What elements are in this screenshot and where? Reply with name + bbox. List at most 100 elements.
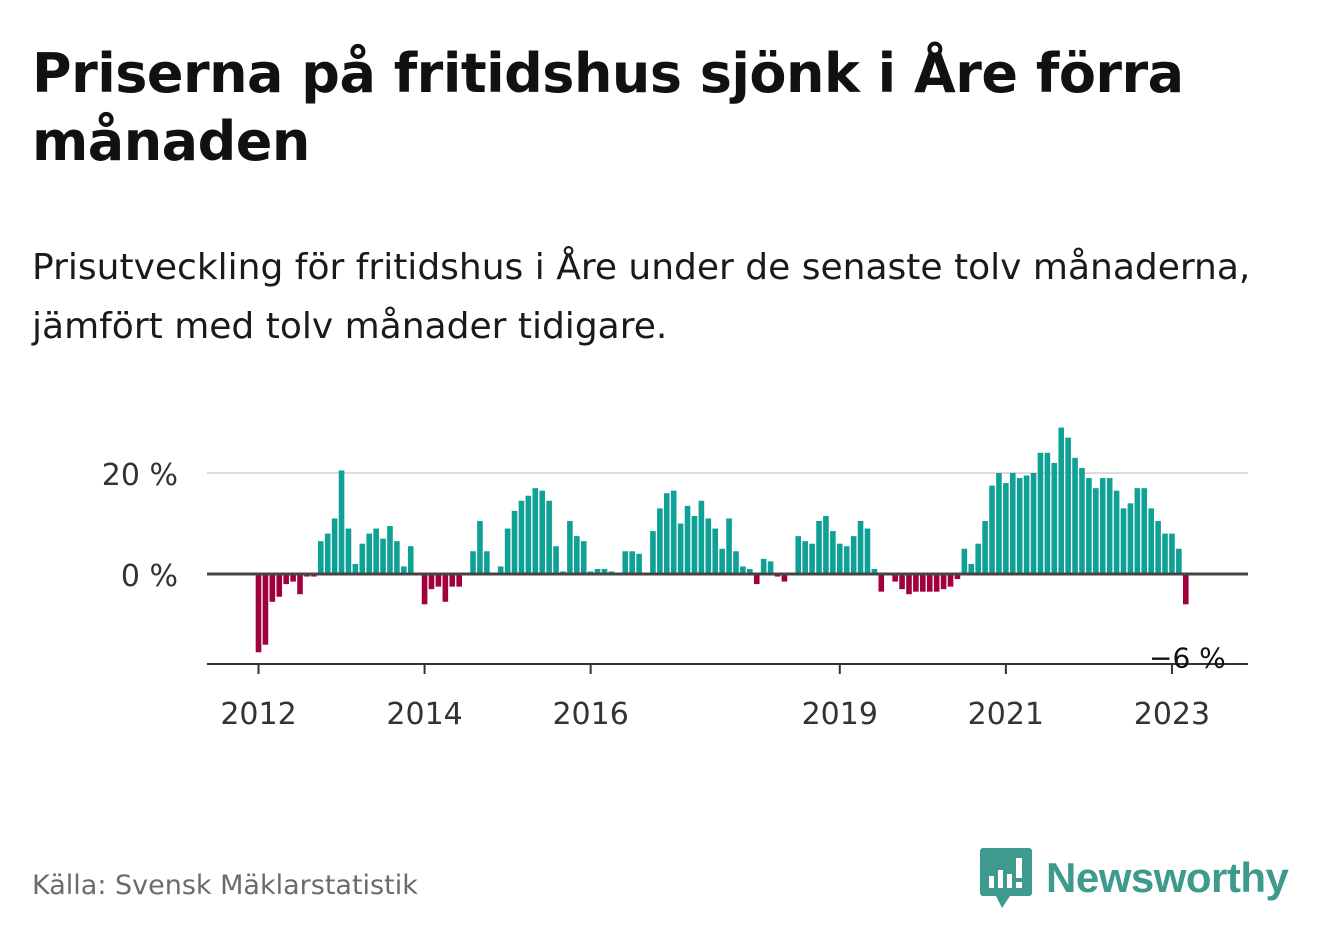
bar bbox=[1072, 457, 1078, 574]
price-change-bar-chart: 0 % 20 % 2012 2014 2016 2019 2021 2023 −6 % bbox=[102, 427, 1248, 732]
bar bbox=[1058, 427, 1065, 574]
y-tick-label: 20 % bbox=[102, 458, 178, 493]
chart-title: Priserna på fritidshus sjönk i Åre förra… bbox=[32, 42, 1184, 173]
bar bbox=[574, 536, 580, 574]
bar bbox=[456, 574, 462, 587]
bar bbox=[622, 551, 629, 574]
bar bbox=[269, 574, 276, 602]
bar bbox=[317, 541, 324, 574]
bar bbox=[1176, 548, 1182, 574]
bar bbox=[525, 495, 532, 574]
bar bbox=[497, 566, 504, 574]
bar bbox=[1079, 467, 1085, 574]
x-tick-label: 2014 bbox=[386, 697, 462, 732]
bar bbox=[297, 574, 303, 595]
bar bbox=[1134, 488, 1141, 574]
bar bbox=[878, 574, 885, 592]
bar bbox=[1162, 533, 1168, 574]
bar bbox=[546, 500, 552, 574]
bar bbox=[394, 541, 400, 574]
bar bbox=[428, 574, 435, 590]
newsworthy-logo[interactable]: Newsworthy bbox=[980, 848, 1289, 908]
bar-series bbox=[255, 427, 1189, 653]
bar bbox=[352, 563, 359, 574]
bar bbox=[940, 574, 947, 590]
bar bbox=[823, 515, 829, 574]
bar bbox=[691, 515, 698, 574]
bar bbox=[1037, 452, 1044, 574]
bar bbox=[947, 574, 954, 587]
bar bbox=[892, 574, 898, 582]
bar bbox=[843, 546, 850, 574]
bar bbox=[719, 548, 725, 574]
bar bbox=[809, 543, 815, 574]
bar bbox=[331, 518, 338, 574]
bar bbox=[850, 536, 857, 574]
bar bbox=[1016, 478, 1023, 574]
bar bbox=[636, 553, 642, 574]
bar bbox=[1127, 503, 1134, 574]
bar bbox=[553, 546, 559, 574]
bar bbox=[1086, 478, 1092, 574]
x-tick-label: 2023 bbox=[1134, 697, 1210, 732]
source-note: Källa: Svensk Mäklarstatistik bbox=[32, 870, 418, 901]
bar bbox=[345, 528, 352, 574]
bar bbox=[407, 546, 414, 574]
bar bbox=[1030, 473, 1037, 574]
bar bbox=[421, 574, 428, 605]
bar bbox=[338, 470, 345, 574]
bar bbox=[283, 574, 289, 585]
tick-labels: 0 % 20 % 2012 2014 2016 2019 2021 2023 −6 % bbox=[102, 458, 1226, 732]
bar bbox=[726, 518, 732, 574]
chart-subtitle: Prisutveckling för fritidshus i Åre unde… bbox=[32, 247, 1251, 347]
bar bbox=[1113, 490, 1120, 574]
bar bbox=[747, 568, 753, 574]
bar bbox=[830, 531, 836, 574]
bar bbox=[767, 561, 774, 574]
bar bbox=[968, 563, 975, 574]
bar bbox=[511, 510, 518, 574]
bar bbox=[1065, 437, 1071, 574]
bar bbox=[262, 574, 269, 645]
bar bbox=[324, 533, 331, 574]
bar bbox=[1141, 488, 1148, 574]
bar bbox=[663, 493, 670, 574]
bar bbox=[795, 536, 802, 574]
bar bbox=[816, 520, 822, 574]
bar bbox=[760, 558, 767, 574]
bar bbox=[996, 473, 1002, 574]
bar bbox=[1051, 462, 1058, 574]
bar bbox=[504, 528, 511, 574]
bar bbox=[276, 574, 283, 597]
bar bbox=[435, 574, 442, 587]
bar bbox=[1169, 533, 1175, 574]
bar bbox=[1120, 508, 1127, 574]
x-tick-label: 2016 bbox=[552, 697, 628, 732]
x-tick-label: 2019 bbox=[802, 697, 878, 732]
newsworthy-logo-icon bbox=[980, 848, 1032, 908]
bar bbox=[1009, 473, 1016, 574]
bar bbox=[740, 566, 746, 574]
bar bbox=[1182, 574, 1189, 605]
bar bbox=[477, 520, 483, 574]
bar bbox=[733, 551, 739, 574]
bar bbox=[1023, 475, 1030, 574]
bar bbox=[255, 574, 262, 653]
bar bbox=[982, 520, 988, 574]
bar bbox=[387, 526, 393, 574]
axes bbox=[207, 572, 1248, 674]
bar bbox=[532, 488, 539, 574]
bar bbox=[366, 533, 373, 574]
bar bbox=[712, 528, 719, 574]
newsworthy-logo-text: Newsworthy bbox=[1046, 854, 1289, 901]
x-tick-label: 2012 bbox=[220, 697, 296, 732]
bar bbox=[470, 551, 476, 574]
bar bbox=[670, 490, 677, 574]
bar bbox=[449, 574, 456, 587]
bar bbox=[518, 500, 525, 574]
bar bbox=[913, 574, 919, 592]
bar bbox=[954, 574, 961, 580]
bar bbox=[684, 505, 691, 574]
bar bbox=[290, 574, 296, 582]
bar bbox=[906, 574, 912, 595]
